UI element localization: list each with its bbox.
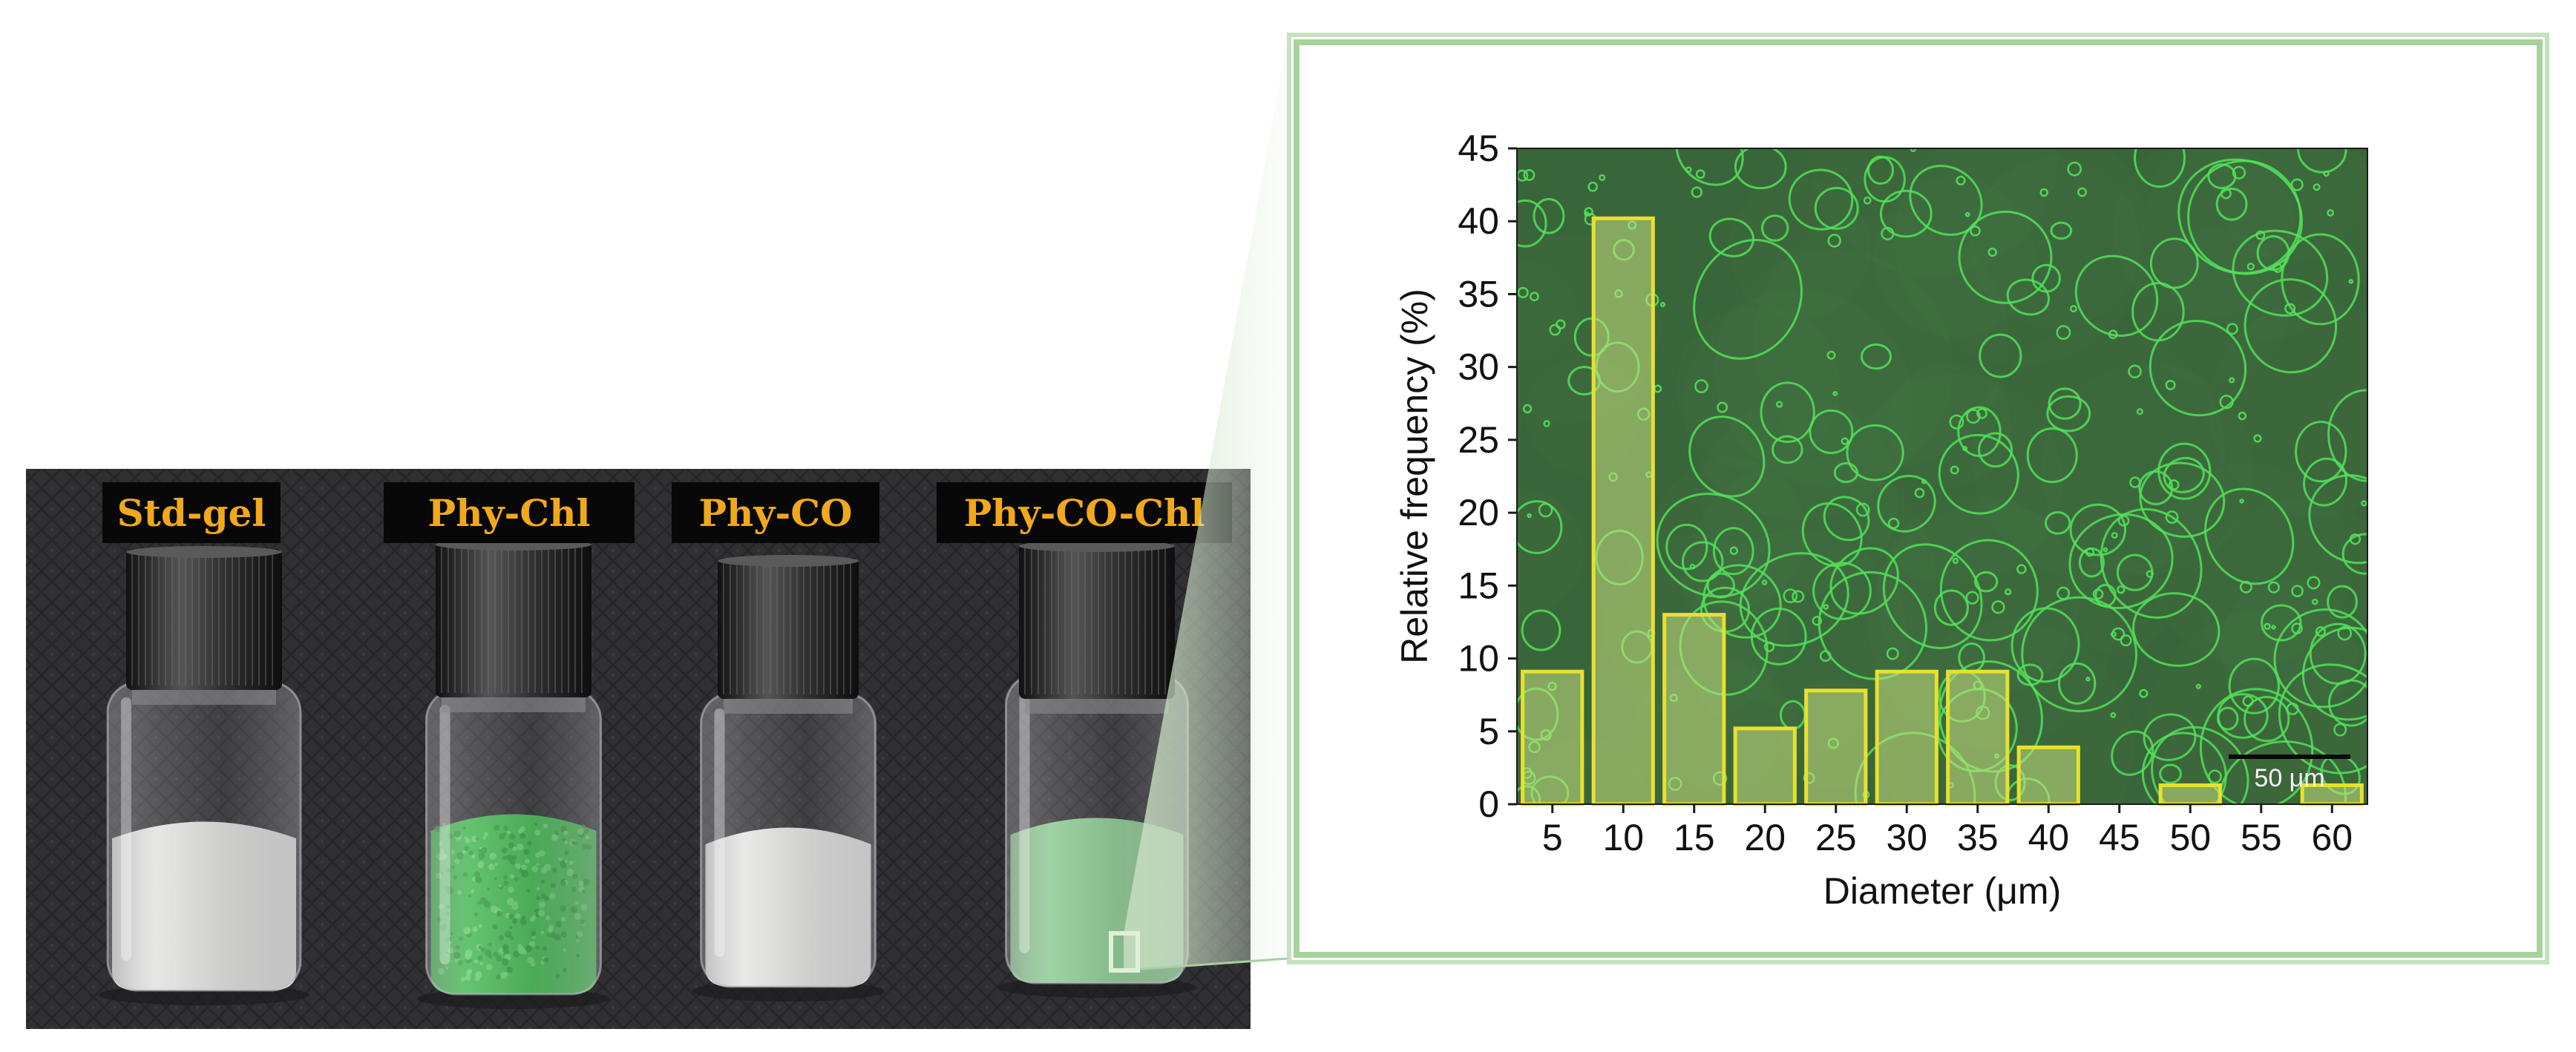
x-tick-label: 20	[1744, 817, 1786, 858]
vial-label-4: Phy-CO-Chl	[964, 491, 1205, 535]
y-tick-label: 45	[1458, 128, 1499, 169]
vial-2	[418, 539, 610, 1009]
y-tick-label: 40	[1458, 200, 1499, 242]
scale-bar-label: 50 μm	[2254, 764, 2324, 792]
bar-10	[1593, 218, 1653, 804]
y-tick-label: 5	[1478, 711, 1499, 752]
x-tick-label: 40	[2028, 817, 2069, 858]
bar-5	[1523, 671, 1582, 804]
x-tick-label: 5	[1542, 817, 1563, 858]
y-tick-label: 15	[1458, 565, 1499, 606]
vial-photo: Std-gel Phy-Chl Phy-CO Phy-CO-Chl	[26, 469, 1251, 1029]
vial-glass	[427, 690, 601, 994]
bar-30	[1877, 671, 1936, 804]
vial-glass	[108, 683, 301, 990]
x-tick-label: 10	[1602, 817, 1644, 858]
y-tick-label: 20	[1458, 492, 1499, 533]
x-tick-label: 25	[1815, 817, 1857, 858]
x-tick-label: 30	[1886, 817, 1927, 858]
vial-label-2: Phy-Chl	[428, 491, 591, 535]
bar-20	[1735, 729, 1795, 804]
bar-50	[2160, 785, 2220, 804]
x-tick-label: 50	[2169, 817, 2211, 858]
y-tick-label: 25	[1458, 419, 1499, 461]
y-tick-label: 0	[1478, 783, 1499, 825]
vial-3	[692, 555, 885, 1002]
bar-15	[1665, 615, 1724, 804]
bar-40	[2019, 747, 2078, 804]
bar-35	[1948, 671, 2008, 804]
y-tick-label: 30	[1458, 346, 1499, 388]
vial-label-3: Phy-CO	[698, 491, 852, 535]
x-tick-label: 60	[2311, 817, 2353, 858]
x-tick-label: 55	[2241, 817, 2282, 858]
vial-label-1: Std-gel	[117, 491, 266, 535]
vial-1	[99, 546, 309, 1005]
x-tick-label: 35	[1957, 817, 1999, 858]
y-tick-label: 10	[1458, 638, 1499, 680]
y-axis-title: Relative frequency (%)	[1394, 289, 1435, 664]
x-tick-label: 45	[2099, 817, 2140, 858]
y-tick-label: 35	[1458, 273, 1499, 315]
diameter-histogram: 50 μm 0 5 10 15 20 25 30 35 40 45 5 10 15 20 25 30 35 40…	[1394, 24, 2424, 912]
x-tick-label: 15	[1674, 817, 1715, 858]
vial-glass	[701, 694, 876, 987]
bar-25	[1806, 691, 1866, 804]
x-axis-title: Diameter (μm)	[1823, 870, 2061, 912]
